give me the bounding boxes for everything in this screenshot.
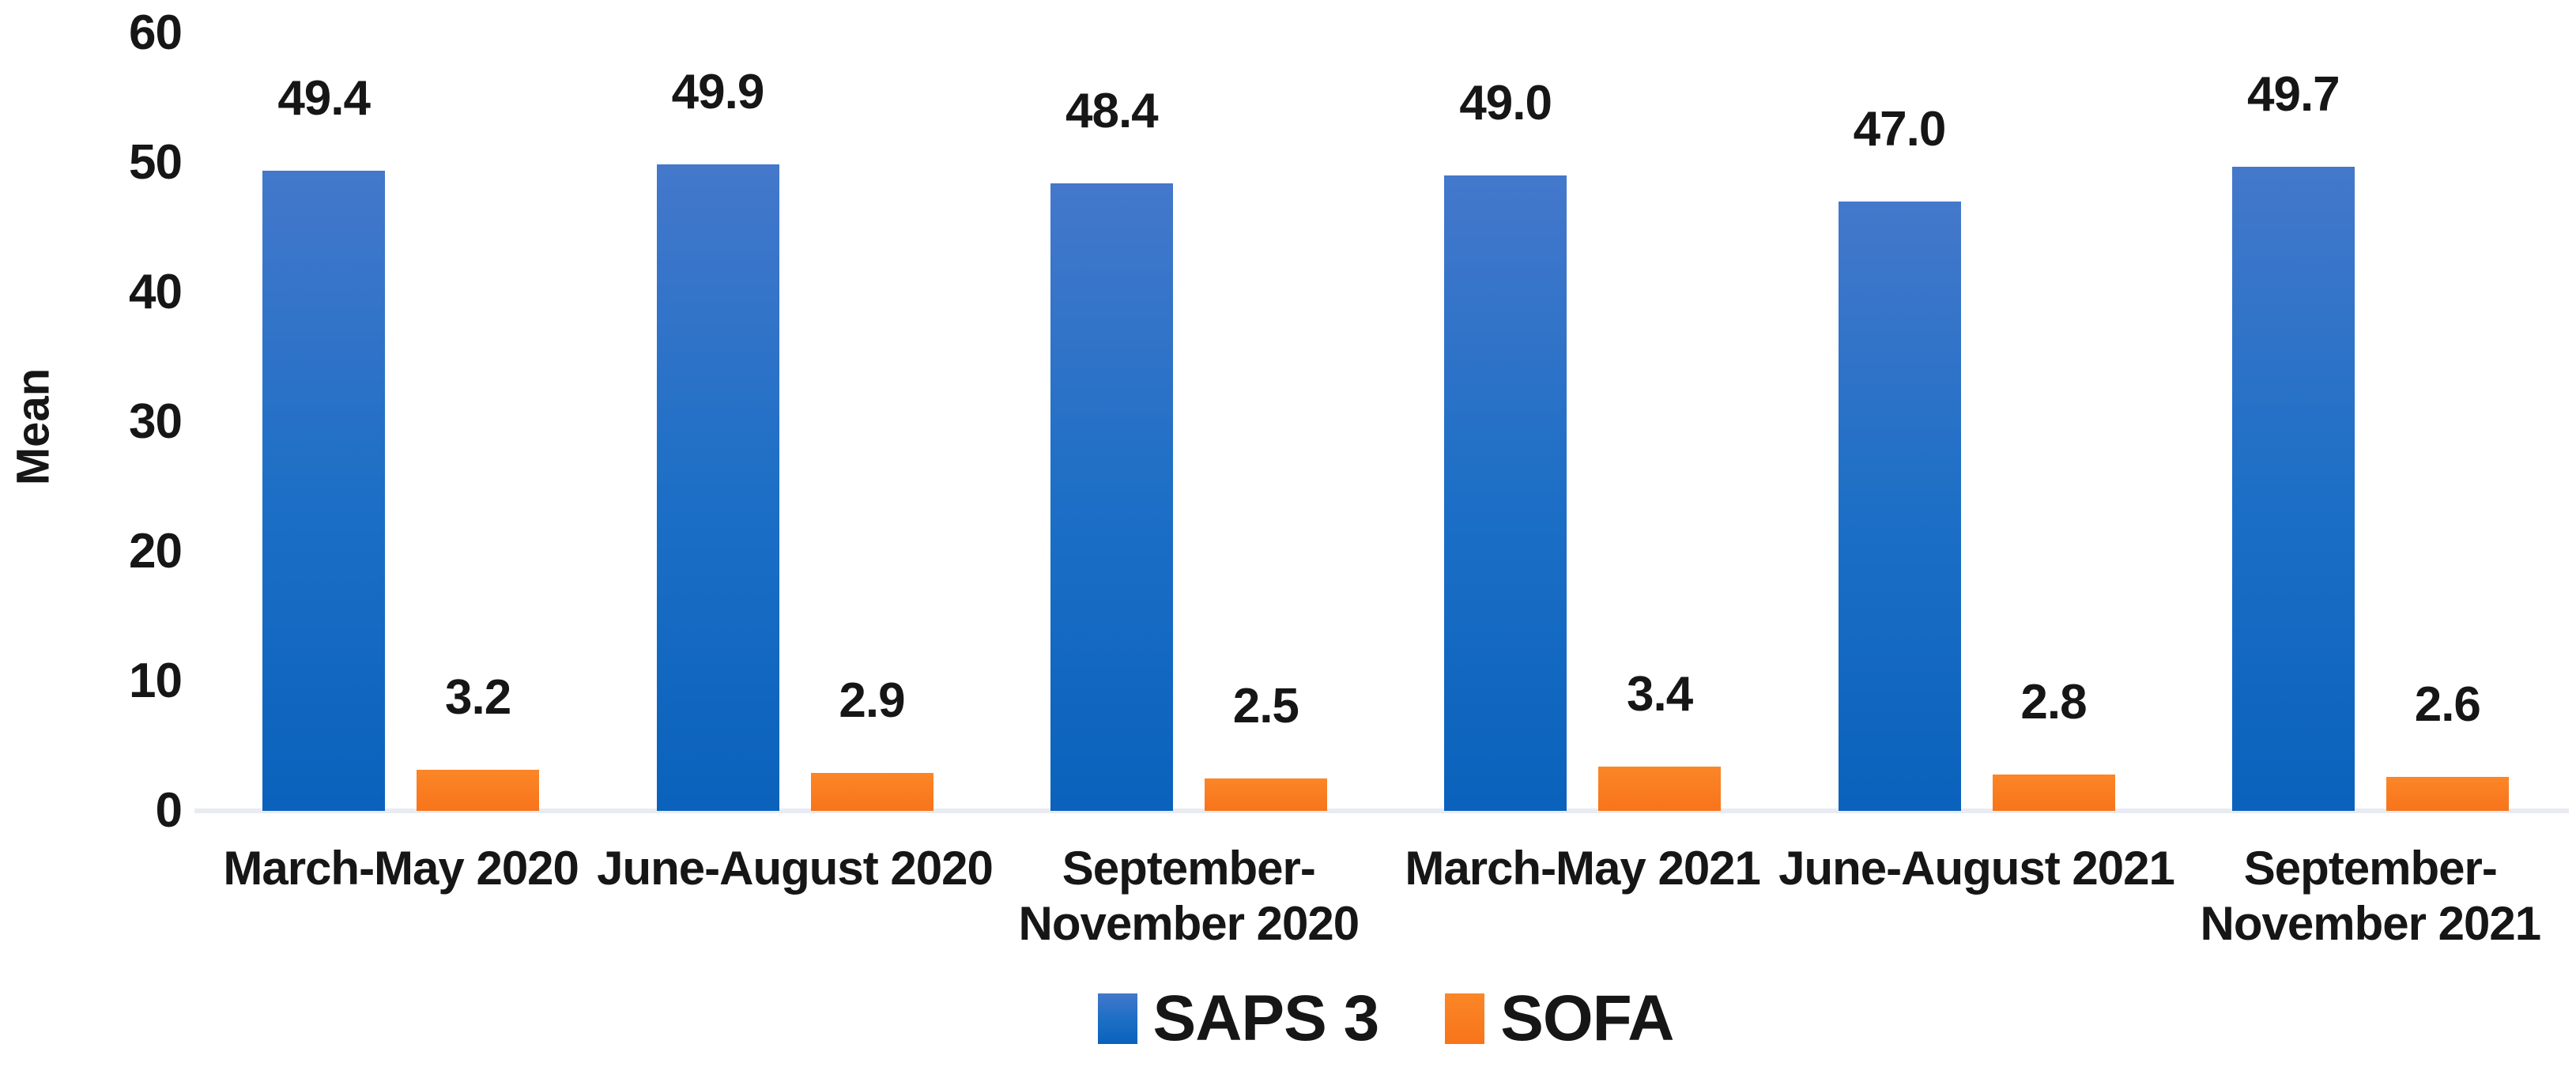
x-axis-line [194,808,2569,813]
y-tick-label: 60 [129,6,183,60]
sofa-bar [1204,778,1327,811]
saps3-value-label: 48.4 [1065,84,1159,138]
saps3-bar [2231,167,2355,811]
y-tick-label: 10 [129,654,183,708]
sofa-bar [1598,767,1722,811]
y-tick-label: 50 [129,135,183,190]
legend-item-sofa: SOFA [1445,982,1674,1054]
saps3-bar [1444,175,1567,811]
x-axis-category-label: September-November 2020 [1018,842,1360,950]
saps3-value-label: 49.7 [2246,67,2340,122]
y-tick-label: 40 [129,265,183,319]
sofa-bar [1992,775,2115,811]
x-axis-category-label: March-May 2020 [223,842,579,895]
saps3-value-label: 49.0 [1459,76,1552,130]
saps3-value-label: 49.4 [277,71,371,126]
legend-label-sofa: SOFA [1500,982,1674,1054]
sofa-value-label: 2.6 [2414,677,2481,732]
legend-swatch-sofa [1445,993,1485,1044]
x-axis-category-label: September-November 2021 [2200,842,2542,950]
legend-swatch-saps3 [1097,993,1137,1044]
sofa-bar [810,773,933,811]
x-axis-category-label: June-August 2020 [597,842,994,895]
chart-legend: SAPS 3 SOFA [204,983,2567,1054]
sofa-value-label: 3.2 [445,670,511,725]
saps3-bar [262,171,386,811]
sofa-value-label: 2.8 [2020,675,2087,729]
y-tick-label: 0 [155,783,183,838]
y-tick-label: 30 [129,394,183,449]
saps3-value-label: 47.0 [1853,102,1947,156]
saps3-value-label: 49.9 [671,65,765,119]
sofa-value-label: 2.5 [1232,679,1299,733]
x-axis-category-label: June-August 2021 [1778,842,2175,895]
sofa-value-label: 2.9 [839,673,905,728]
legend-label-saps3: SAPS 3 [1152,982,1380,1054]
sofa-bar [2386,777,2509,811]
y-tick-label: 20 [129,524,183,579]
sofa-value-label: 3.4 [1627,667,1693,722]
saps3-bar [656,164,779,811]
saps3-bar [1050,183,1173,811]
saps3-bar [1838,202,1961,811]
sofa-bar [417,770,540,811]
x-axis-category-label: March-May 2021 [1405,842,1761,895]
legend-item-saps3: SAPS 3 [1097,982,1380,1054]
